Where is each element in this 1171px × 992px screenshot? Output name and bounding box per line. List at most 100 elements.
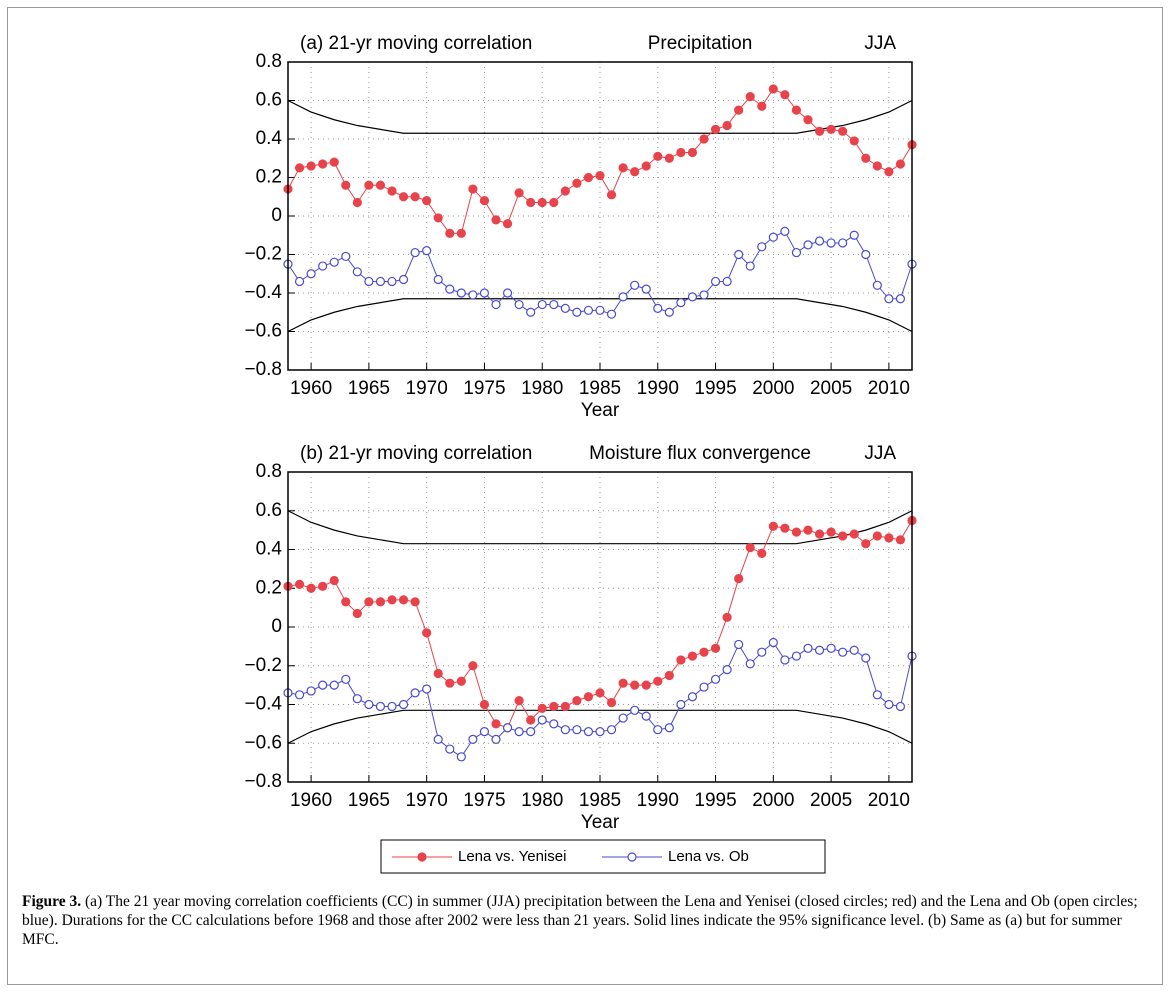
season-label: JJA xyxy=(864,443,896,464)
data-point xyxy=(329,680,339,690)
significance-line xyxy=(287,510,913,545)
legend-label: Lena vs. Ob xyxy=(668,848,749,865)
data-point xyxy=(849,529,859,539)
data-point xyxy=(364,276,374,287)
data-point xyxy=(387,186,397,196)
data-point xyxy=(699,682,709,692)
data-point xyxy=(606,190,617,200)
data-point xyxy=(502,723,513,733)
x-tick-label: 1980 xyxy=(521,790,563,811)
data-point xyxy=(757,647,767,657)
data-point xyxy=(537,715,547,725)
y-tick-label: 0 xyxy=(271,616,282,637)
data-point xyxy=(422,628,432,638)
data-point xyxy=(445,744,455,754)
data-point xyxy=(814,645,825,655)
plot-frame xyxy=(287,61,913,371)
data-point xyxy=(791,105,802,115)
data-point xyxy=(734,639,744,650)
data-point xyxy=(699,290,709,300)
data-point xyxy=(491,299,501,310)
data-point xyxy=(375,701,386,712)
data-point xyxy=(456,288,466,298)
data-point xyxy=(664,670,674,681)
data-point xyxy=(653,151,663,161)
data-point xyxy=(479,288,490,298)
caption: Figure 3. (a) The 21 year moving correla… xyxy=(22,892,1147,949)
data-point xyxy=(618,163,628,173)
y-tick-label: 0.4 xyxy=(256,128,283,149)
data-point xyxy=(445,284,455,294)
data-point xyxy=(618,678,628,688)
data-point xyxy=(514,696,524,706)
data-point xyxy=(664,307,674,317)
data-point xyxy=(768,84,778,94)
data-point xyxy=(872,531,882,541)
y-tick-label: −0.8 xyxy=(244,359,282,380)
x-tick-label: 1960 xyxy=(290,378,332,399)
data-point xyxy=(606,725,617,735)
data-point xyxy=(872,690,882,700)
y-tick-label: 0 xyxy=(271,205,282,226)
data-point xyxy=(306,583,316,593)
data-point xyxy=(468,661,478,671)
data-point xyxy=(491,719,501,729)
data-point xyxy=(849,230,859,240)
data-point xyxy=(583,727,594,737)
data-point xyxy=(514,188,524,198)
data-point xyxy=(352,608,362,619)
data-point xyxy=(653,676,663,686)
data-point xyxy=(583,305,594,315)
data-point xyxy=(352,267,362,277)
x-tick-label: 1970 xyxy=(406,378,448,399)
data-point xyxy=(664,153,674,163)
data-point xyxy=(329,257,339,267)
data-point xyxy=(710,124,721,134)
data-point xyxy=(687,651,698,661)
data-point xyxy=(526,197,536,208)
data-point xyxy=(294,579,305,589)
data-point xyxy=(479,699,490,710)
data-point xyxy=(364,597,374,607)
data-point xyxy=(653,725,663,735)
x-tick-label: 2000 xyxy=(752,790,794,811)
data-point xyxy=(479,727,490,737)
y-tick-label: −0.2 xyxy=(244,244,282,265)
data-point xyxy=(710,674,721,684)
data-point xyxy=(352,197,362,208)
x-tick-label: 1980 xyxy=(521,378,563,399)
data-point xyxy=(803,525,813,535)
y-tick-label: −0.6 xyxy=(244,321,282,342)
y-tick-label: 0.8 xyxy=(256,461,282,482)
data-point xyxy=(595,688,605,698)
data-point xyxy=(849,645,859,655)
data-point xyxy=(318,581,328,591)
data-point xyxy=(838,238,848,248)
data-point xyxy=(630,167,640,177)
data-point xyxy=(734,249,744,260)
data-point xyxy=(676,699,686,710)
data-point xyxy=(791,651,802,661)
data-point xyxy=(537,703,547,713)
data-point xyxy=(849,136,859,146)
x-tick-label: 1965 xyxy=(348,790,390,811)
data-point xyxy=(491,215,501,225)
y-tick-label: 0.8 xyxy=(256,51,282,72)
data-point xyxy=(422,196,432,206)
data-point xyxy=(572,307,582,317)
data-point xyxy=(398,595,409,605)
data-point xyxy=(560,186,570,196)
data-point xyxy=(549,719,559,729)
data-point xyxy=(387,701,397,712)
data-point xyxy=(595,305,605,315)
data-point xyxy=(422,246,432,256)
data-point xyxy=(618,292,628,302)
data-point xyxy=(757,242,767,252)
data-point xyxy=(549,299,559,310)
y-tick-label: 0.2 xyxy=(256,577,282,598)
data-point xyxy=(468,184,478,194)
data-point xyxy=(410,247,420,258)
x-tick-label: 1995 xyxy=(694,378,736,399)
data-point xyxy=(745,542,755,553)
